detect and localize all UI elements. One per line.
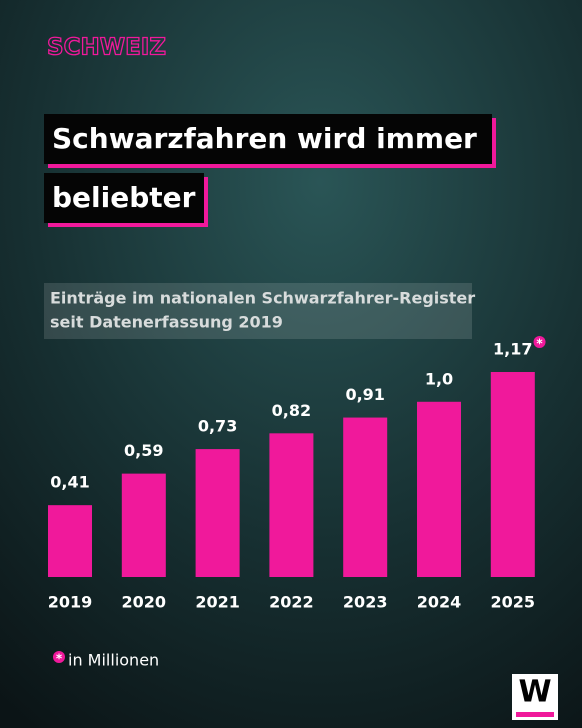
value-label: 0,82 [272, 401, 311, 420]
x-tick-label: 2020 [122, 593, 167, 612]
chart-title: Schwarzfahren wird immer [52, 122, 477, 155]
bar [269, 433, 314, 577]
footnote-marker: * [536, 337, 543, 351]
bar [121, 473, 166, 577]
title-box [44, 173, 204, 223]
bar [48, 505, 92, 577]
subtitle: seit Datenerfassung 2019 [50, 313, 283, 332]
footnote-marker: * [56, 652, 63, 666]
x-tick-label: 2023 [343, 593, 388, 612]
value-label: 1,0 [425, 369, 453, 388]
footnote-dot [53, 651, 65, 663]
value-label: 0,91 [345, 385, 384, 404]
tag: SCHWEIZ [47, 35, 166, 61]
x-tick-label: 2021 [195, 593, 240, 612]
x-tick-label: 2019 [48, 593, 93, 612]
value-label: 0,73 [198, 417, 237, 436]
bar [343, 417, 388, 577]
chart-title: beliebter [52, 181, 196, 214]
subtitle-box [44, 283, 472, 339]
footnote: in Millionen [68, 651, 159, 670]
logo: W [518, 675, 551, 710]
x-tick-label: 2024 [417, 593, 462, 612]
bar [417, 401, 461, 577]
value-label: 0,59 [124, 441, 163, 460]
x-tick-label: 2025 [491, 593, 536, 612]
logo-bar [516, 712, 554, 717]
subtitle: Einträge im nationalen Schwarzfahrer-Reg… [50, 289, 475, 308]
title-box [44, 114, 492, 164]
footnote-dot [533, 336, 546, 348]
bar [490, 372, 535, 577]
value-label: 0,41 [50, 473, 89, 492]
bar [195, 449, 240, 577]
x-tick-label: 2022 [269, 593, 314, 612]
value-label: 1,17 [493, 340, 532, 359]
